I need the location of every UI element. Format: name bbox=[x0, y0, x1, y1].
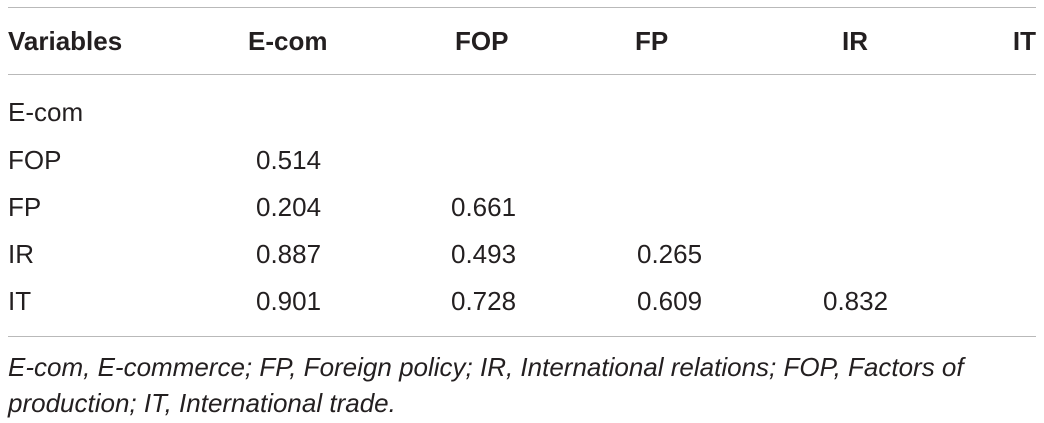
row-label-fp: FP bbox=[8, 192, 42, 222]
table-row: IR 0.887 0.493 0.265 bbox=[8, 239, 1036, 269]
table-top-rule bbox=[8, 7, 1036, 8]
table-bottom-rule bbox=[8, 336, 1036, 337]
cell-fp-e-com: 0.204 bbox=[256, 192, 322, 222]
cell-it-ir: 0.832 bbox=[823, 286, 889, 316]
table-header-rule bbox=[8, 74, 1036, 75]
header-fop: FOP bbox=[455, 26, 509, 56]
cell-ir-fop: 0.493 bbox=[451, 239, 517, 269]
table-row: FOP 0.514 bbox=[8, 145, 1036, 175]
cell-ir-fp: 0.265 bbox=[637, 239, 703, 269]
row-label-ir: IR bbox=[8, 239, 34, 269]
table-row: IT 0.901 0.728 0.609 0.832 bbox=[8, 286, 1036, 316]
cell-it-fop: 0.728 bbox=[451, 286, 517, 316]
row-label-fop: FOP bbox=[8, 145, 62, 175]
header-e-com: E-com bbox=[248, 26, 328, 56]
cell-fop-e-com: 0.514 bbox=[256, 145, 322, 175]
header-it: IT bbox=[1012, 26, 1036, 56]
table-footnote: E-com, E-commerce; FP, Foreign policy; I… bbox=[8, 352, 964, 418]
table-row: FP 0.204 0.661 bbox=[8, 192, 1036, 222]
row-label-it: IT bbox=[8, 286, 32, 316]
cell-ir-e-com: 0.887 bbox=[256, 239, 322, 269]
header-variables: Variables bbox=[8, 26, 123, 56]
header-fp: FP bbox=[635, 26, 669, 56]
table-row: E-com bbox=[8, 97, 1036, 127]
row-label-e-com: E-com bbox=[8, 97, 84, 127]
cell-it-e-com: 0.901 bbox=[256, 286, 322, 316]
cell-it-fp: 0.609 bbox=[637, 286, 703, 316]
header-ir: IR bbox=[842, 26, 868, 56]
cell-fp-fop: 0.661 bbox=[451, 192, 517, 222]
